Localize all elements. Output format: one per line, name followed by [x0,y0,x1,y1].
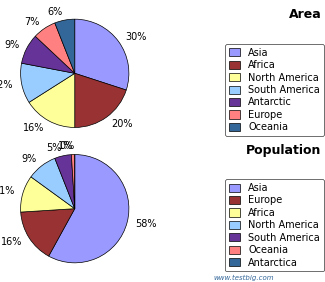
Wedge shape [21,36,75,73]
Legend: Asia, Africa, North America, South America, Antarctic, Europe, Oceania: Asia, Africa, North America, South Ameri… [225,44,324,136]
Text: 1%: 1% [58,142,73,151]
Wedge shape [35,23,75,73]
Text: 7%: 7% [24,17,40,27]
Text: 9%: 9% [21,155,37,164]
Text: Area: Area [289,8,321,21]
Text: 11%: 11% [0,186,15,196]
Wedge shape [20,177,75,212]
Wedge shape [21,209,75,256]
Text: 16%: 16% [23,123,45,133]
Text: www.testbig.com: www.testbig.com [214,274,274,281]
Text: 16%: 16% [1,237,22,247]
Text: 9%: 9% [4,40,19,50]
Wedge shape [49,155,129,263]
Wedge shape [75,73,126,127]
Wedge shape [55,155,75,209]
Wedge shape [72,155,75,209]
Text: 20%: 20% [111,119,133,129]
Text: Population: Population [246,144,321,157]
Text: 6%: 6% [48,7,63,17]
Wedge shape [55,19,75,73]
Wedge shape [75,19,129,90]
Text: 5%: 5% [46,143,61,153]
Wedge shape [31,158,75,209]
Text: 30%: 30% [125,32,147,42]
Wedge shape [20,63,75,102]
Text: 12%: 12% [0,80,14,90]
Text: 58%: 58% [135,219,157,229]
Text: 0%: 0% [59,141,75,151]
Legend: Asia, Europe, Africa, North America, South America, Oceania, Antarctica: Asia, Europe, Africa, North America, Sou… [225,179,324,272]
Wedge shape [29,73,75,127]
